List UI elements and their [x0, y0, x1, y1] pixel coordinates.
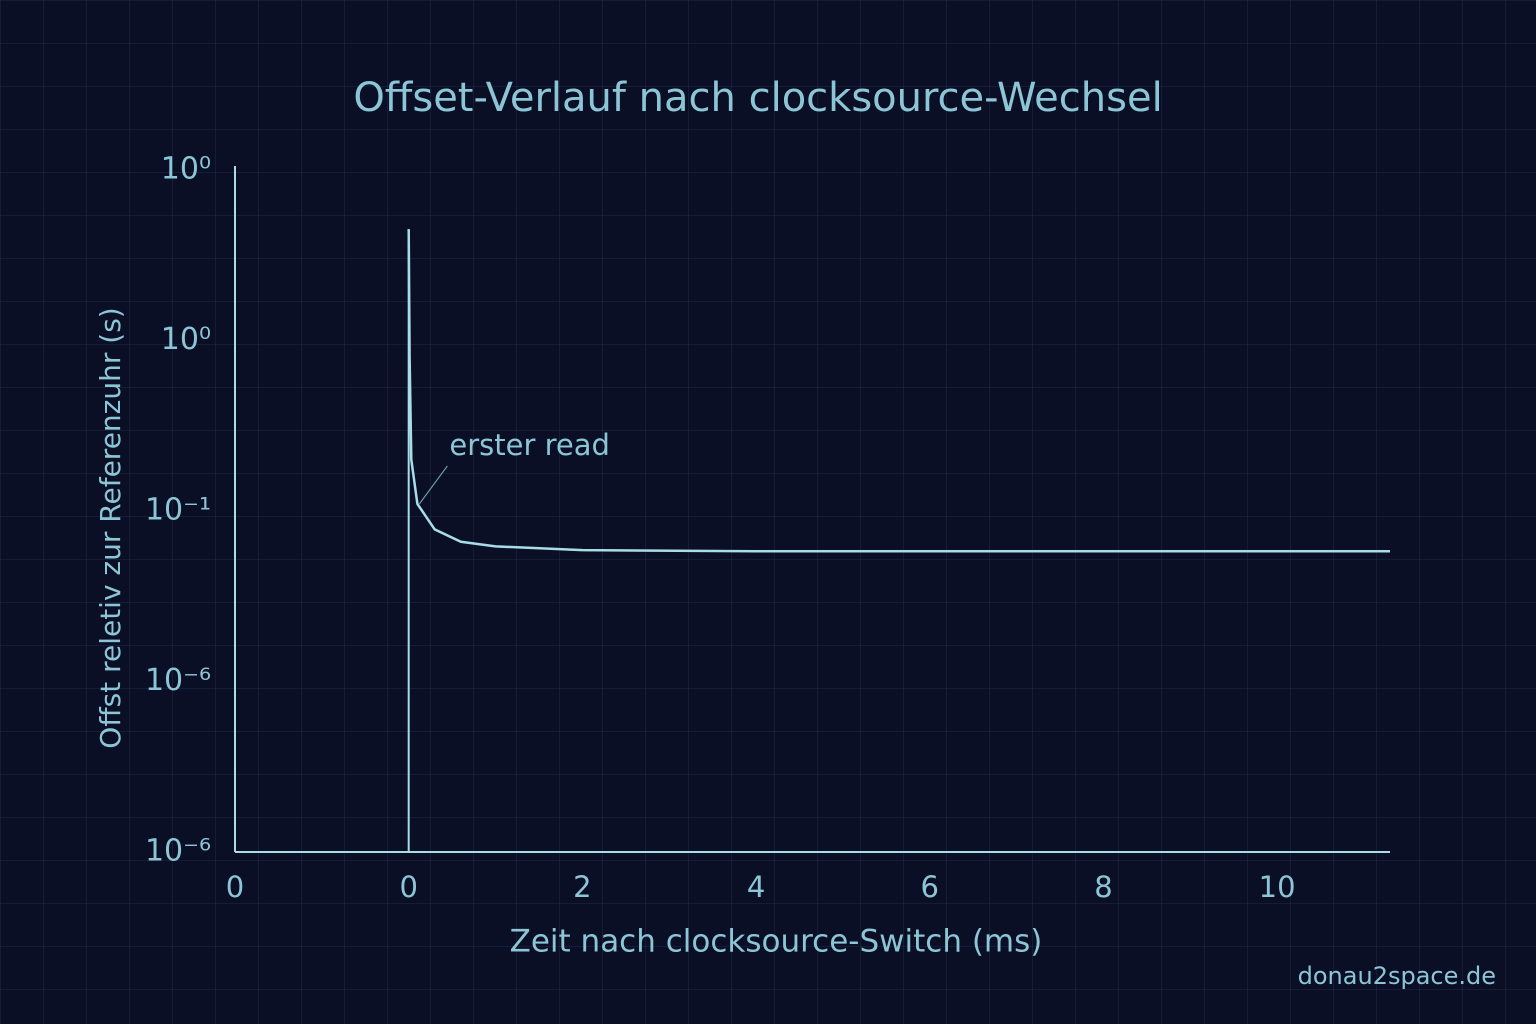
x-tick-label: 4 — [747, 870, 765, 904]
x-tick-label: 10 — [1259, 870, 1296, 904]
y-axis-label: Offst reletiv zur Referenzuhr (s) — [94, 307, 127, 748]
x-tick-label: 8 — [1094, 870, 1112, 904]
y-tick-label: 10⁻⁶ — [145, 663, 211, 698]
x-tick-label: 2 — [573, 870, 591, 904]
x-tick-label: 0 — [226, 870, 244, 904]
chart-title: Offset-Verlauf nach clocksource-Wechsel — [353, 75, 1162, 121]
x-axis-label: Zeit nach clocksource-Switch (ms) — [510, 924, 1043, 960]
y-tick-label: 10⁻⁶ — [145, 834, 211, 869]
data-line — [407, 229, 1390, 553]
annotation: erster read — [449, 428, 610, 462]
x-tick-label: 6 — [921, 870, 939, 904]
x-tick-label: 0 — [399, 870, 417, 904]
y-tick-label: 10⁰ — [161, 322, 211, 357]
annotation-leader — [418, 465, 448, 505]
y-tick-label: 10⁻¹ — [145, 493, 211, 528]
watermark: donau2space.de — [1298, 962, 1496, 990]
y-tick-label: 10⁰ — [161, 152, 211, 187]
